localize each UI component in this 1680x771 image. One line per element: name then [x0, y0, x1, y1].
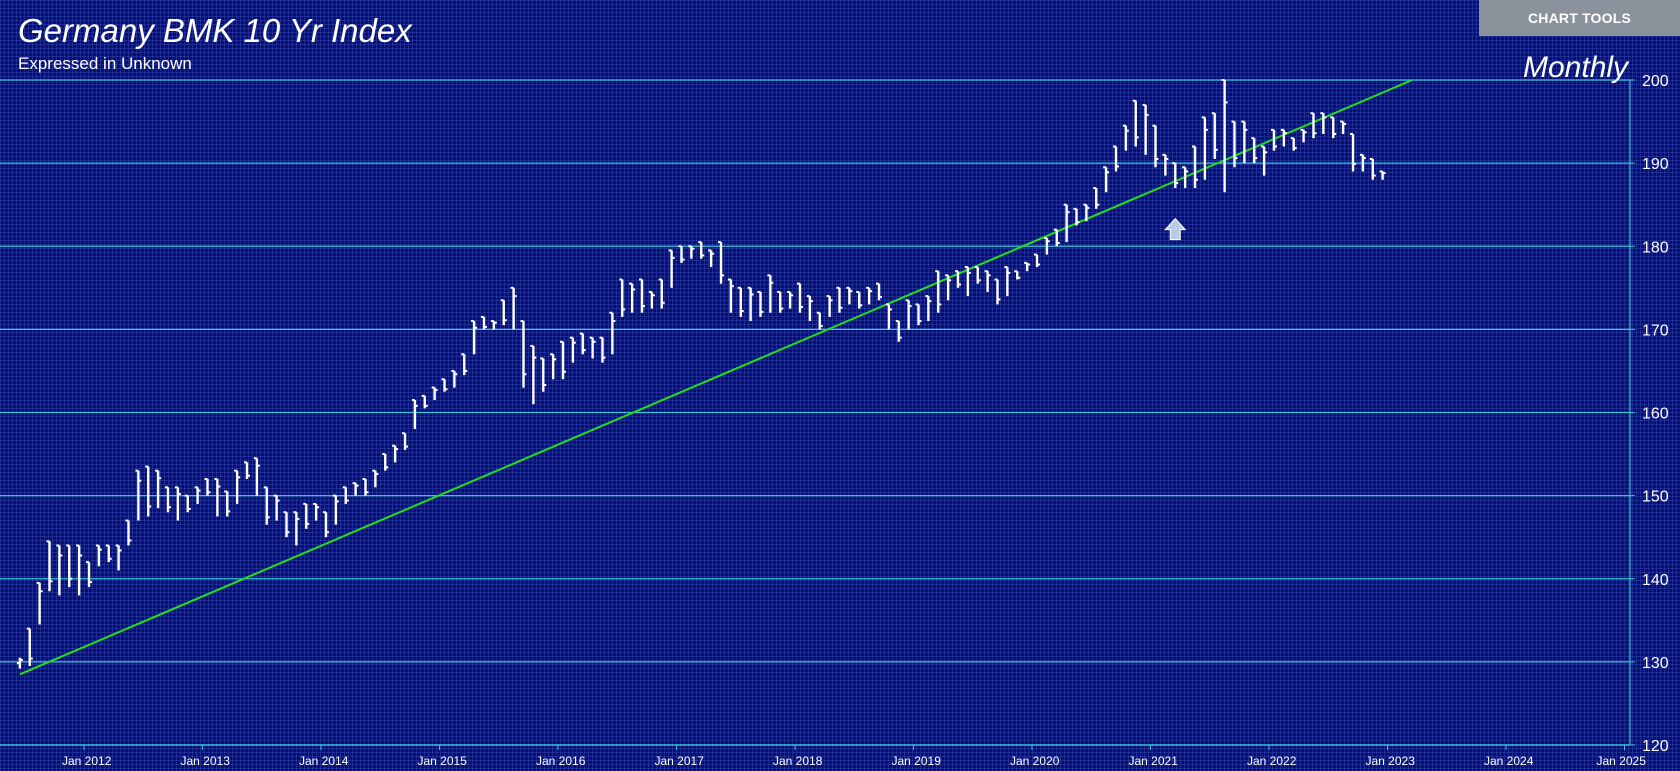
x-tick-label: Jan 2021: [1129, 754, 1179, 768]
x-tick-label: Jan 2017: [655, 754, 705, 768]
x-tick-label: Jan 2018: [773, 754, 823, 768]
y-tick-label: 170: [1642, 322, 1669, 339]
y-tick-label: 160: [1642, 406, 1669, 423]
y-tick-label: 140: [1642, 572, 1669, 589]
x-tick-label: Jan 2022: [1247, 754, 1297, 768]
x-tick-label: Jan 2024: [1484, 754, 1534, 768]
x-tick-label: Jan 2013: [181, 754, 231, 768]
x-axis-ticks: Jan 2012 Jan 2013 Jan 2014 Jan 2015 Jan 2016…: [62, 745, 1646, 768]
y-tick-label: 120: [1642, 738, 1669, 755]
chart-tools-button[interactable]: CHART TOOLS: [1479, 0, 1680, 36]
x-tick-label: Jan 2014: [299, 754, 349, 768]
x-tick-label: Jan 2023: [1366, 754, 1416, 768]
up-arrow-icon: [1164, 217, 1187, 241]
y-tick-label: 190: [1642, 156, 1669, 173]
y-axis-ticks: 200 190 180 170 160 150 140 130 120: [1630, 73, 1669, 755]
period-label[interactable]: Monthly: [1523, 51, 1629, 84]
trendline: [19, 79, 1413, 676]
x-tick-label: Jan 2020: [1010, 754, 1060, 768]
x-tick-label: Jan 2019: [892, 754, 942, 768]
y-tick-label: 200: [1642, 73, 1669, 90]
y-tick-label: 130: [1642, 655, 1669, 672]
chart-subtitle: Expressed in Unknown: [18, 54, 192, 73]
x-tick-label: Jan 2015: [418, 754, 468, 768]
x-tick-label: Jan 2016: [536, 754, 586, 768]
y-tick-label: 180: [1642, 239, 1669, 256]
horizontal-gridlines: [0, 79, 1630, 746]
x-tick-label: Jan 2025: [1597, 754, 1647, 768]
ohlc-bars: [16, 79, 1386, 669]
x-tick-label: Jan 2012: [62, 754, 112, 768]
chart-title: Germany BMK 10 Yr Index: [18, 12, 412, 49]
up-arrow-shape: [1164, 217, 1187, 241]
y-tick-label: 150: [1642, 489, 1669, 506]
